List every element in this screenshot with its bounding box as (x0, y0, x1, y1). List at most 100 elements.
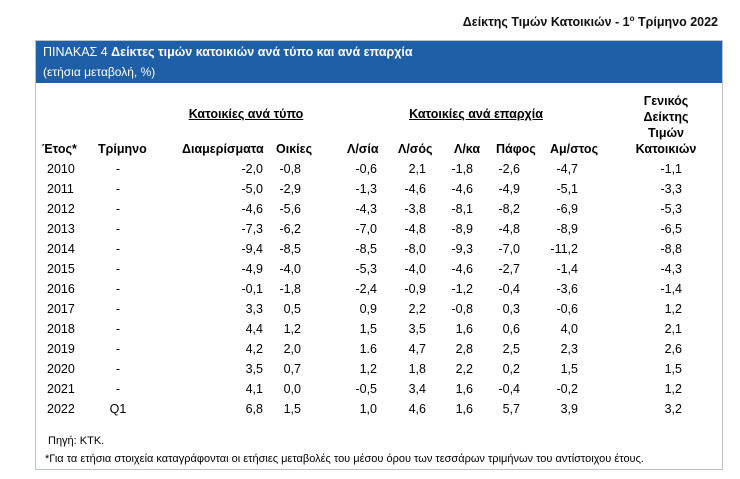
cell-amm: -5,1 (556, 182, 578, 196)
cell-amm: -11,2 (550, 242, 578, 256)
cell-nic: -4,3 (355, 202, 377, 216)
cell-flats: -4,6 (241, 202, 263, 216)
cell-paf: -7,0 (498, 242, 520, 256)
cell-lar: -1,8 (451, 162, 473, 176)
table-row: 2020 - 3,5 0,7 1,2 1,8 2,2 0,2 1,5 1,5 (36, 362, 722, 382)
cell-gen: 1,5 (664, 362, 682, 376)
table-row: 2016 - -0,1 -1,8 -2,4 -0,9 -1,2 -0,4 -3,6 -1,4 (36, 282, 722, 302)
cell-q: - (115, 182, 121, 196)
cell-year: 2017 (47, 302, 75, 316)
cell-year: 2012 (47, 202, 75, 216)
cell-gen: 2,1 (664, 322, 682, 336)
cell-paf: -0,4 (498, 282, 520, 296)
general-index-header: Γενικός Δείκτης Τιμών Κατοικιών (624, 93, 708, 157)
general-header-line-4: Κατοικιών (635, 142, 697, 156)
cell-flats: 4,4 (245, 322, 263, 336)
cell-gen: -1,4 (660, 282, 682, 296)
cell-paf: -0,4 (498, 382, 520, 396)
cell-gen: 1,2 (664, 382, 682, 396)
cell-year: 2019 (47, 342, 75, 356)
cell-q: - (115, 222, 121, 236)
cell-q: - (115, 302, 121, 316)
cell-year: 2014 (47, 242, 75, 256)
cell-nic: -5,3 (355, 262, 377, 276)
cell-paf: -8,2 (498, 202, 520, 216)
cell-paf: -2,6 (498, 162, 520, 176)
cell-lim: -4,0 (404, 262, 426, 276)
cell-nic: -0,5 (355, 382, 377, 396)
header-text-before: Δείκτης Τιμών Κατοικιών - 1 (462, 15, 630, 30)
table-row: 2013 - -7,3 -6,2 -7,0 -4,8 -8,9 -4,8 -8,9 -6,5 (36, 222, 722, 242)
cell-year: 2013 (47, 222, 75, 236)
cell-lar: 1,6 (455, 322, 473, 336)
cell-flats: -9,4 (241, 242, 263, 256)
cell-houses: -4,0 (279, 262, 301, 276)
cell-q: - (115, 262, 121, 276)
cell-houses: -8,5 (279, 242, 301, 256)
cell-year: 2021 (47, 382, 75, 396)
col-header-ammochostos: Αμ/στος (550, 142, 599, 156)
cell-q: - (115, 362, 121, 376)
col-header-flats: Διαμερίσματα (182, 142, 264, 156)
cell-q: - (115, 282, 121, 296)
group-header-by-type: Κατοικίες ανά τύπο (188, 107, 304, 121)
cell-amm: 4,0 (560, 322, 578, 336)
table-row: 2022 Q1 6,8 1,5 1,0 4,6 1,6 5,7 3,9 3,2 (36, 402, 722, 422)
table-row: 2021 - 4,1 0,0 -0,5 3,4 1,6 -0,4 -0,2 1,2 (36, 382, 722, 402)
cell-paf: 5,7 (502, 402, 520, 416)
cell-year: 2020 (47, 362, 75, 376)
table-row: 2014 - -9,4 -8,5 -8,5 -8,0 -9,3 -7,0 -11,2 -8,8 (36, 242, 722, 262)
cell-lar: 1,6 (455, 402, 473, 416)
table-row: 2011 - -5,0 -2,9 -1,3 -4,6 -4,6 -4,9 -5,1 -3,3 (36, 182, 722, 202)
cell-flats: 4,2 (245, 342, 263, 356)
cell-paf: 2,5 (502, 342, 520, 356)
cell-lar: -0,8 (451, 302, 473, 316)
cell-lim: 4,7 (408, 342, 426, 356)
cell-lim: 3,5 (408, 322, 426, 336)
cell-houses: -1,8 (279, 282, 301, 296)
cell-houses: 0,5 (283, 302, 301, 316)
cell-year: 2015 (47, 262, 75, 276)
col-header-limassol: Λ/σός (398, 142, 433, 156)
table-row: 2015 - -4,9 -4,0 -5,3 -4,0 -4,6 -2,7 -1,4 -4,3 (36, 262, 722, 282)
cell-gen: -1,1 (660, 162, 682, 176)
cell-houses: -6,2 (279, 222, 301, 236)
cell-lim: 3,4 (408, 382, 426, 396)
cell-paf: 0,3 (502, 302, 520, 316)
cell-gen: 1,2 (664, 302, 682, 316)
cell-nic: -2,4 (355, 282, 377, 296)
cell-flats: -0,1 (241, 282, 263, 296)
cell-amm: -4,7 (556, 162, 578, 176)
cell-flats: -2,0 (241, 162, 263, 176)
cell-lim: 2,2 (408, 302, 426, 316)
cell-lar: -8,1 (451, 202, 473, 216)
cell-lar: -4,6 (451, 182, 473, 196)
cell-lim: -0,9 (404, 282, 426, 296)
cell-year: 2018 (47, 322, 75, 336)
cell-paf: -2,7 (498, 262, 520, 276)
header-text-after: Τρίμηνο 2022 (634, 15, 718, 30)
col-header-quarter: Τρίμηνο (98, 142, 147, 156)
table-frame: ΠΙΝΑΚΑΣ 4 Δείκτες τιμών κατοικιών ανά τύ… (35, 40, 723, 470)
cell-year: 2016 (47, 282, 75, 296)
cell-nic: -1,3 (355, 182, 377, 196)
cell-nic: -0,6 (355, 162, 377, 176)
cell-lar: -8,9 (451, 222, 473, 236)
table-row: 2010 - -2,0 -0,8 -0,6 2,1 -1,8 -2,6 -4,7 -1,1 (36, 162, 722, 182)
cell-flats: -5,0 (241, 182, 263, 196)
cell-q: - (115, 342, 121, 356)
cell-amm: -0,6 (556, 302, 578, 316)
cell-lim: -3,8 (404, 202, 426, 216)
cell-flats: 3,5 (245, 362, 263, 376)
cell-lar: -1,2 (451, 282, 473, 296)
cell-paf: 0,6 (502, 322, 520, 336)
cell-lim: 2,1 (408, 162, 426, 176)
table-row: 2018 - 4,4 1,2 1,5 3,5 1,6 0,6 4,0 2,1 (36, 322, 722, 342)
cell-flats: -7,3 (241, 222, 263, 236)
table-number: ΠΙΝΑΚΑΣ 4 (43, 45, 112, 59)
cell-nic: 1,2 (359, 362, 377, 376)
cell-flats: 4,1 (245, 382, 263, 396)
cell-gen: -5,3 (660, 202, 682, 216)
table-row: 2019 - 4,2 2,0 1.6 4,7 2,8 2,5 2,3 2,6 (36, 342, 722, 362)
cell-houses: -2,9 (279, 182, 301, 196)
